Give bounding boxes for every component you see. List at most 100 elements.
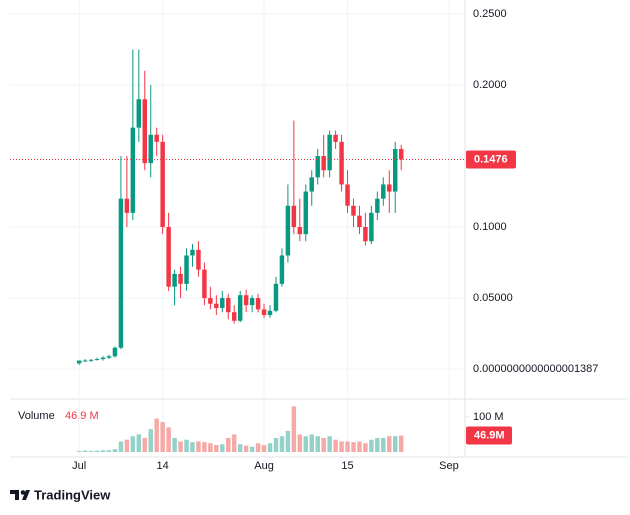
volume-bar [333, 439, 338, 452]
volume-bar [267, 443, 273, 452]
y-tick-label: 0.2000 [473, 79, 507, 91]
volume-bar [106, 450, 112, 452]
x-tick-label: Aug [254, 460, 274, 472]
candle-body [333, 134, 338, 142]
candle-body [166, 227, 171, 287]
candle-body [237, 295, 243, 321]
volume-bar [88, 450, 94, 452]
last-price-label: 0.1476 [474, 153, 508, 165]
candle-body [363, 227, 368, 242]
candle-body [339, 141, 344, 185]
x-tick-label: Jul [72, 460, 86, 472]
volume-bar [178, 441, 183, 452]
candle-body [202, 269, 207, 299]
volume-bar [345, 441, 350, 452]
volume-bar [261, 444, 267, 452]
volume-tick-label: 100 M [473, 411, 504, 423]
candle-body [112, 347, 118, 357]
volume-bar [184, 439, 189, 452]
candle-body [130, 127, 136, 213]
volume-bar [231, 434, 237, 452]
volume-bar [398, 435, 404, 452]
volume-bar [136, 434, 142, 452]
candle-body [160, 141, 165, 228]
volume-bar [202, 442, 207, 452]
volume-bar [237, 444, 243, 452]
candle-body [357, 215, 362, 228]
volume-tag-label: 46.9M [474, 429, 505, 441]
candle-body [118, 198, 124, 348]
volume-bar [297, 434, 303, 452]
volume-bar [166, 427, 171, 452]
candle-body [398, 148, 404, 160]
candle-body [327, 134, 332, 171]
candle-body [106, 356, 112, 358]
candle-body [297, 227, 303, 235]
volume-bar [76, 450, 82, 452]
candle-body [321, 156, 326, 171]
candle-body [309, 177, 314, 192]
volume-bar [94, 450, 100, 452]
candle-body [208, 298, 213, 304]
candle-body [285, 205, 291, 256]
candle-body [124, 198, 130, 213]
volume-bar [303, 436, 309, 452]
volume-bar [226, 437, 231, 452]
volume-bar [118, 441, 124, 452]
candle-body [351, 205, 356, 216]
candle-body [231, 312, 237, 321]
volume-bar [160, 422, 165, 452]
x-tick-label: 14 [157, 460, 169, 472]
candle-body [226, 298, 231, 313]
y-tick-label: 0.0000000000000001387 [473, 363, 598, 375]
candle-body [100, 357, 106, 360]
last-price-tag [466, 150, 516, 169]
volume-bar [279, 436, 285, 452]
candle-body [178, 273, 183, 284]
volume-bar [375, 437, 380, 452]
candle-body [172, 273, 177, 287]
candle-body [392, 148, 398, 192]
volume-tag [466, 426, 512, 445]
candle-body [214, 303, 219, 308]
volume-bar [309, 434, 314, 452]
candle-body [345, 184, 350, 206]
candle-body [291, 205, 297, 228]
volume-bar [357, 441, 362, 452]
candle-body [154, 134, 159, 142]
candle-body [303, 191, 309, 235]
candle-body [267, 310, 273, 316]
volume-bar [148, 429, 153, 452]
volume-bar [315, 436, 320, 452]
volume-bar [208, 443, 213, 452]
candle-body [82, 360, 88, 362]
candle-body [279, 255, 285, 284]
candle-body [88, 359, 94, 361]
volume-bar [220, 444, 225, 452]
candle-body [255, 298, 261, 310]
candle-body [375, 198, 380, 213]
volume-bar [82, 450, 88, 452]
volume-name: Volume [18, 410, 55, 422]
brand-logo [10, 490, 30, 500]
volume-bar [142, 437, 148, 452]
volume-bar [285, 430, 291, 452]
candle-body [315, 156, 320, 178]
volume-bar [363, 443, 368, 452]
volume-last-label: 46.9 M [65, 410, 99, 422]
candle-body [387, 184, 392, 192]
volume-bar [124, 439, 130, 452]
candle-body [273, 283, 279, 311]
candle-body [249, 298, 255, 306]
volume-bar [351, 442, 356, 452]
candle-body [190, 249, 195, 256]
volume-bar [327, 436, 332, 452]
candle-body [136, 99, 142, 128]
y-tick-label: 0.2500 [473, 8, 507, 20]
volume-bar [381, 437, 386, 452]
x-tick-label: Sep [439, 460, 459, 472]
y-tick-label: 0.05000 [473, 292, 513, 304]
brand: TradingView [34, 487, 111, 502]
volume-bar [154, 418, 159, 452]
